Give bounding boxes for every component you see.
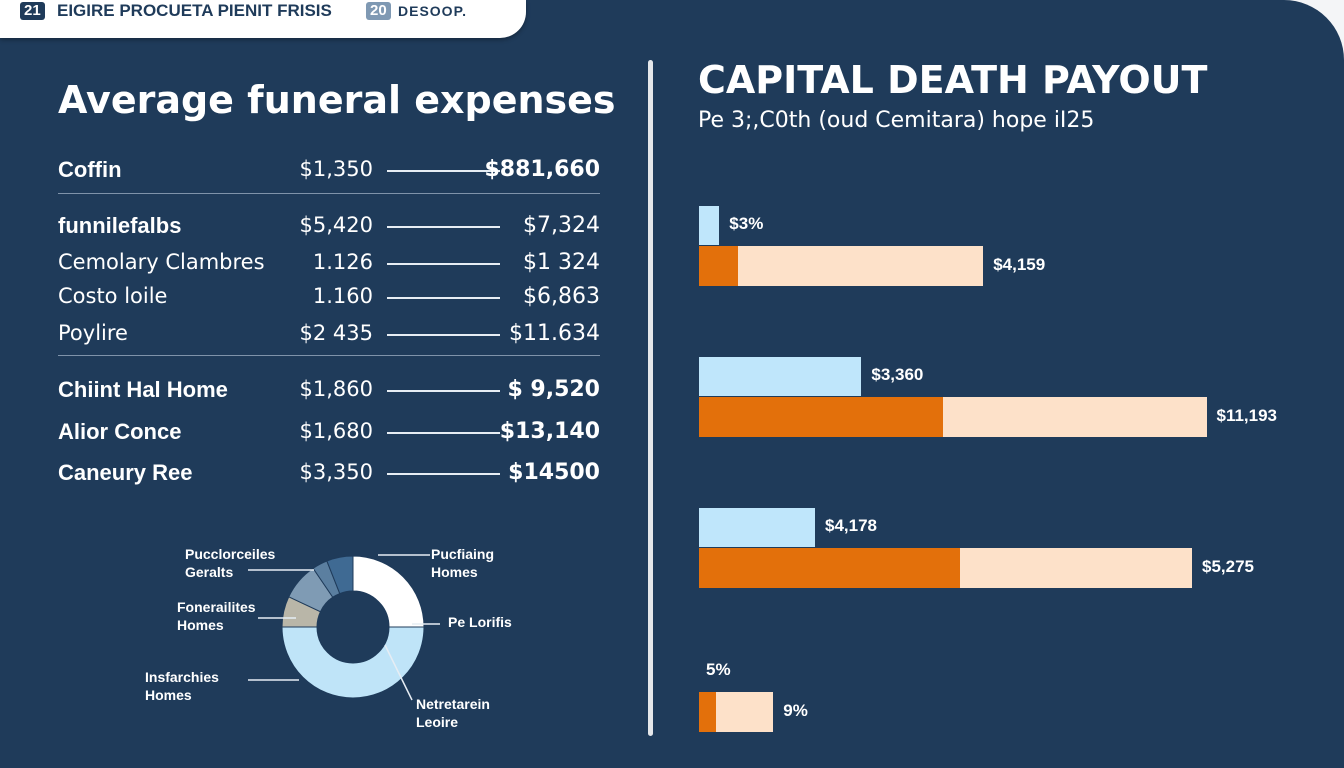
expense-total: $11.634 bbox=[509, 321, 600, 346]
expense-row: Coffin $1,350 $881,660 bbox=[58, 157, 600, 187]
donut-label: Pe Lorifis bbox=[448, 614, 512, 630]
tab-title[interactable]: EIGIRE PROCUETA PIENIT FRISIS bbox=[57, 1, 332, 20]
blue-bar bbox=[699, 357, 862, 396]
donut-label: Pucclorceiles Geralts bbox=[185, 546, 276, 580]
bar-total-label: $5,275 bbox=[1202, 557, 1254, 576]
expense-total: $ 9,520 bbox=[507, 377, 600, 402]
bar-total-label: 9% bbox=[783, 701, 808, 720]
payout-title: CAPITAL DEATH PAYOUT bbox=[698, 58, 1208, 102]
top-tab-bar: 21 EIGIRE PROCUETA PIENIT FRISIS 20 DESO… bbox=[0, 0, 526, 38]
donut-label: Insfarchies Homes bbox=[145, 669, 219, 703]
orange-bar bbox=[699, 397, 943, 437]
leader-line bbox=[387, 432, 500, 434]
bar-value-label: $4,178 bbox=[825, 516, 877, 535]
leader-line bbox=[387, 473, 500, 475]
donut-label: Pucfiaing Homes bbox=[431, 546, 495, 580]
leader-line bbox=[387, 390, 500, 392]
expense-row: Poylire $2 435 $11.634 bbox=[58, 321, 600, 351]
expense-total: $881,660 bbox=[484, 157, 600, 182]
expense-row: Cemolary Clambres 1.126 $1 324 bbox=[58, 250, 600, 280]
expense-average: $1,860 bbox=[299, 377, 373, 401]
blue-bar bbox=[699, 508, 815, 547]
donut-label: Netretarein Leoire bbox=[416, 696, 490, 730]
expense-average: $5,420 bbox=[299, 213, 373, 237]
expenses-title: Average funeral expenses bbox=[58, 78, 616, 122]
leader-line bbox=[387, 297, 500, 299]
leader-line bbox=[387, 263, 500, 265]
bar-total-label: $4,159 bbox=[993, 255, 1046, 274]
expense-label: Costo loile bbox=[58, 284, 168, 308]
expense-label: Cemolary Clambres bbox=[58, 250, 265, 274]
expense-average: 1.126 bbox=[312, 250, 373, 274]
expense-label: Chiint Hal Home bbox=[58, 377, 228, 402]
expense-row: Caneury Ree $3,350 $14500 bbox=[58, 460, 600, 490]
divider-line bbox=[58, 355, 600, 356]
vertical-divider bbox=[648, 60, 653, 736]
bar-total-label: $11,193 bbox=[1216, 406, 1278, 425]
expense-total: $1 324 bbox=[523, 250, 600, 275]
leader-line bbox=[387, 226, 500, 228]
expense-label: Poylire bbox=[58, 321, 128, 345]
donut-segment bbox=[352, 555, 425, 628]
expense-total: $6,863 bbox=[523, 284, 600, 309]
expense-row: Alior Conce $1,680 $13,140 bbox=[58, 419, 600, 449]
blue-bar bbox=[699, 206, 720, 245]
orange-bar bbox=[699, 246, 738, 286]
expense-total: $13,140 bbox=[499, 419, 600, 444]
expense-row: Chiint Hal Home $1,860 $ 9,520 bbox=[58, 377, 600, 407]
expense-row: funnilefalbs $5,420 $7,324 bbox=[58, 213, 600, 243]
expense-label: Coffin bbox=[58, 157, 122, 182]
expense-average: 1.160 bbox=[312, 284, 373, 308]
payout-subtitle: Pe 3;,C0th (oud Cemitara) hope iI25 bbox=[698, 108, 1095, 133]
expense-average: $3,350 bbox=[299, 460, 373, 484]
expense-total: $7,324 bbox=[523, 213, 600, 238]
peach-bar bbox=[699, 246, 984, 286]
expense-label: Caneury Ree bbox=[58, 460, 193, 485]
leader-line bbox=[387, 170, 500, 172]
expense-label: funnilefalbs bbox=[58, 213, 182, 238]
expense-total: $14500 bbox=[508, 460, 600, 485]
number-badge: 21 bbox=[20, 2, 45, 20]
donut-label: Fonerailites Homes bbox=[177, 599, 256, 633]
donut-segment bbox=[326, 555, 354, 595]
donut-chart bbox=[248, 554, 440, 701]
expense-average: $1,350 bbox=[299, 157, 373, 181]
orange-bar bbox=[699, 692, 717, 732]
expense-label: Alior Conce bbox=[58, 419, 182, 444]
callout-line bbox=[384, 644, 413, 701]
orange-bar bbox=[699, 548, 960, 588]
bar-value-label: $3% bbox=[729, 214, 764, 233]
number-badge-2: 20 bbox=[366, 2, 391, 20]
tab-2[interactable]: DESOOP. bbox=[398, 3, 467, 19]
expense-row: Costo loile 1.160 $6,863 bbox=[58, 284, 600, 314]
bar-value-label: $3,360 bbox=[871, 365, 924, 384]
donut-segment bbox=[281, 626, 425, 699]
bar-value-label: 5% bbox=[706, 660, 731, 679]
expense-average: $2 435 bbox=[299, 321, 373, 345]
expense-average: $1,680 bbox=[299, 419, 373, 443]
divider-line bbox=[58, 193, 600, 194]
leader-line bbox=[387, 334, 500, 336]
